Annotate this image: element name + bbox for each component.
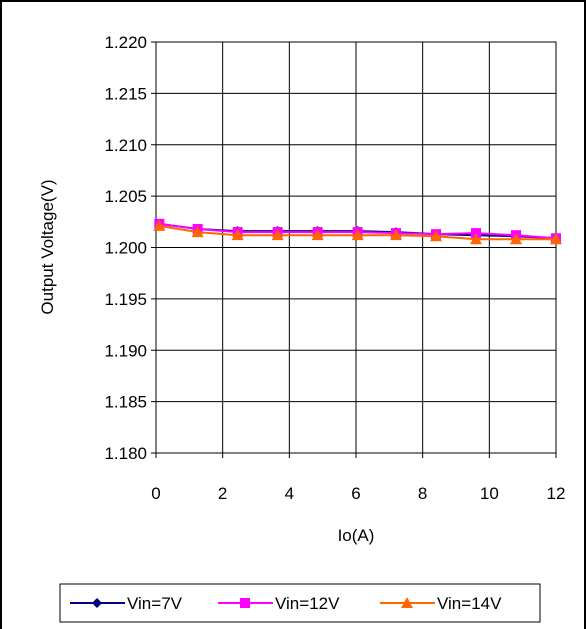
y-axis-ticks: 1.220 1.215 1.210 1.205 1.200 1.195 1.190 1.185…	[104, 33, 156, 463]
x-axis-label: Io(A)	[338, 526, 375, 545]
data-point	[351, 229, 364, 241]
data-point	[550, 233, 562, 245]
y-tick-label: 1.220	[104, 33, 147, 52]
data-point	[191, 226, 204, 238]
data-point	[390, 229, 402, 241]
y-tick-label: 1.200	[104, 239, 147, 258]
legend-label: Vin=12V	[275, 594, 340, 613]
x-tick-label: 2	[218, 484, 227, 503]
legend-box	[59, 583, 541, 623]
data-point	[271, 229, 284, 241]
x-tick-label: 12	[547, 484, 566, 503]
x-tick-label: 6	[351, 484, 360, 503]
x-axis-ticks: 0 2 4 6 8 10 12	[151, 453, 565, 503]
x-tick-label: 0	[151, 484, 160, 503]
y-tick-label: 1.210	[104, 136, 147, 155]
data-point	[510, 233, 522, 245]
y-tick-label: 1.185	[104, 393, 147, 412]
x-tick-label: 4	[285, 484, 294, 503]
x-tick-label: 8	[418, 484, 427, 503]
legend-item: Vin=14V	[380, 594, 502, 613]
data-point	[430, 230, 442, 242]
data-point	[153, 219, 166, 231]
legend-marker	[92, 598, 102, 608]
legend-item: Vin=12V	[218, 594, 340, 613]
legend-label: Vin=7V	[127, 594, 183, 613]
data-point	[470, 233, 482, 245]
data-point	[231, 229, 244, 241]
legend-marker	[401, 597, 413, 608]
x-tick-label: 10	[480, 484, 499, 503]
legend-label: Vin=14V	[437, 594, 502, 613]
y-tick-label: 1.180	[104, 444, 147, 463]
y-tick-label: 1.195	[104, 290, 147, 309]
y-tick-label: 1.215	[104, 84, 147, 103]
legend: Vin=7V Vin=12V Vin=14V	[59, 583, 541, 623]
legend-marker	[240, 598, 250, 608]
series-3	[153, 219, 562, 245]
y-tick-label: 1.205	[104, 187, 147, 206]
legend-item: Vin=7V	[70, 594, 183, 613]
series-group	[153, 218, 562, 245]
data-point	[471, 228, 481, 239]
y-tick-label: 1.190	[104, 341, 147, 360]
y-axis-label: Output Voltage(V)	[38, 179, 57, 314]
data-point	[311, 229, 324, 241]
